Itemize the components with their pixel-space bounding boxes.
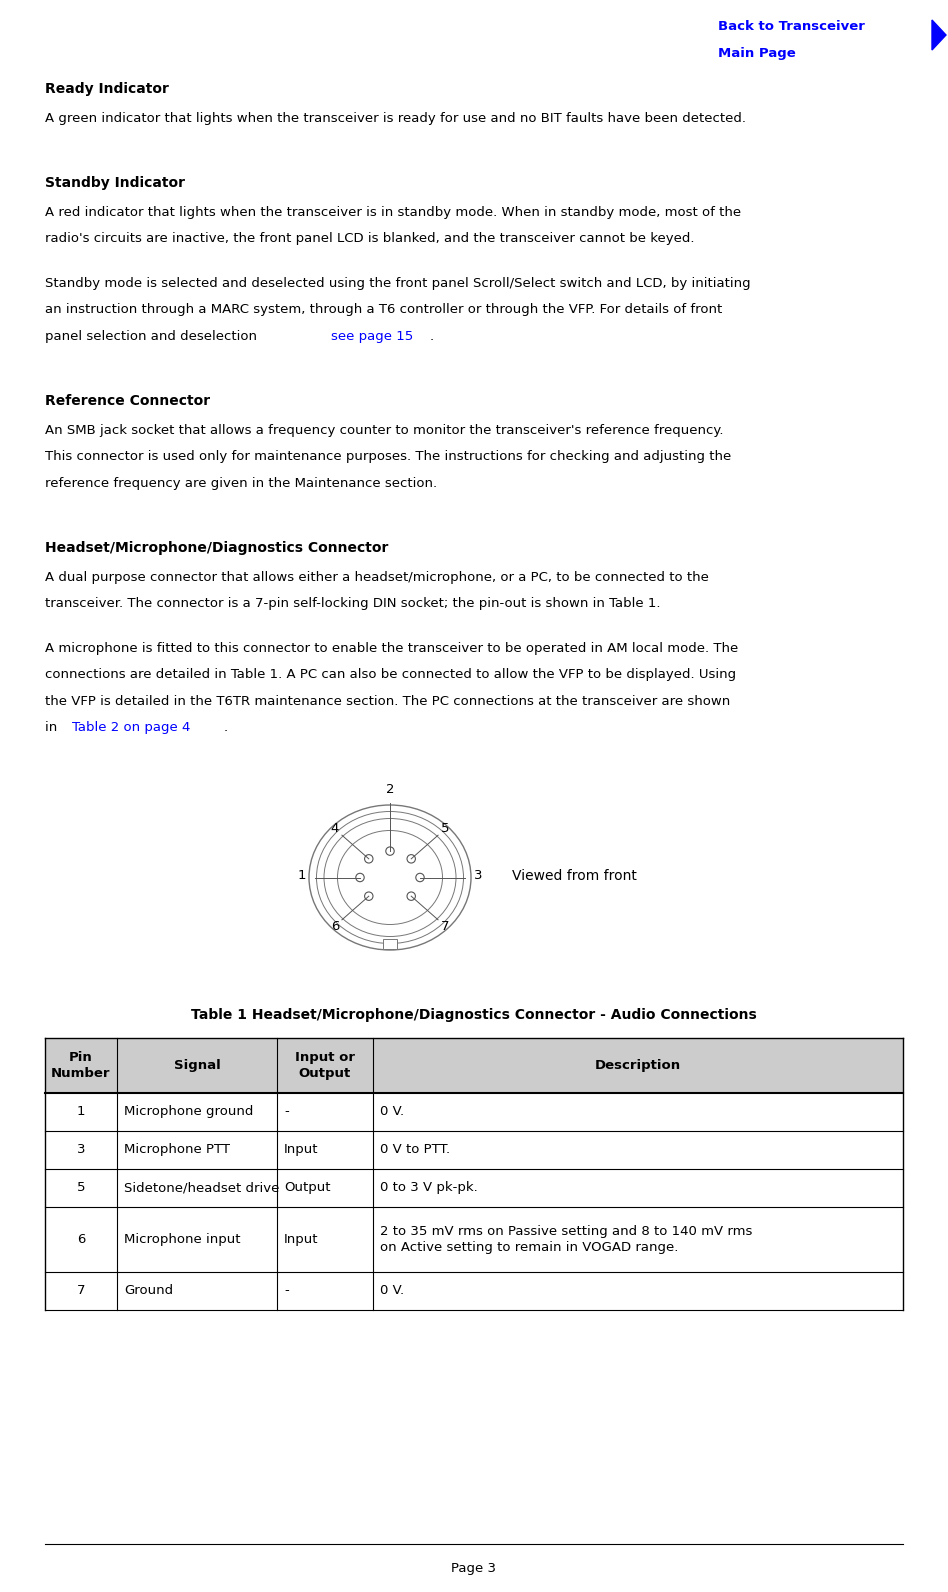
Text: panel selection and deselection: panel selection and deselection (45, 330, 262, 342)
Text: see page 15: see page 15 (332, 330, 413, 342)
Bar (45, 1130, 903, 1169)
Text: .: . (429, 330, 434, 342)
Text: 4: 4 (331, 823, 339, 836)
Text: Input: Input (284, 1232, 319, 1245)
Text: 2 to 35 mV rms on Passive setting and 8 to 140 mV rms
on Active setting to remai: 2 to 35 mV rms on Passive setting and 8 … (380, 1224, 753, 1253)
Text: 7: 7 (441, 920, 449, 933)
Bar (45, 1207, 903, 1272)
Text: Ready Indicator: Ready Indicator (45, 83, 169, 96)
Text: Pin
Number: Pin Number (51, 1051, 111, 1079)
Text: Microphone input: Microphone input (124, 1232, 241, 1245)
Text: Headset/Microphone/Diagnostics Connector: Headset/Microphone/Diagnostics Connector (45, 541, 389, 556)
Text: -: - (284, 1105, 289, 1118)
Text: 6: 6 (77, 1232, 85, 1245)
Bar (45, 1169, 903, 1207)
Bar (383, 939, 397, 949)
Text: in: in (45, 721, 62, 734)
Bar (45, 1092, 903, 1130)
Text: A red indicator that lights when the transceiver is in standby mode. When in sta: A red indicator that lights when the tra… (45, 205, 741, 218)
Text: Input: Input (284, 1143, 319, 1156)
Text: 0 V.: 0 V. (380, 1285, 404, 1297)
Text: -: - (284, 1285, 289, 1297)
Text: 0 V to PTT.: 0 V to PTT. (380, 1143, 450, 1156)
Text: radio's circuits are inactive, the front panel LCD is blanked, and the transceiv: radio's circuits are inactive, the front… (45, 232, 695, 245)
Text: 5: 5 (441, 823, 449, 836)
Text: 6: 6 (331, 920, 339, 933)
Text: Reference Connector: Reference Connector (45, 393, 210, 408)
Text: Microphone ground: Microphone ground (124, 1105, 253, 1118)
Text: 5: 5 (77, 1181, 85, 1194)
Text: Standby mode is selected and deselected using the front panel Scroll/Select swit: Standby mode is selected and deselected … (45, 277, 751, 290)
Text: .: . (224, 721, 228, 734)
Text: Page 3: Page 3 (451, 1562, 497, 1574)
Text: 0 to 3 V pk-pk.: 0 to 3 V pk-pk. (380, 1181, 478, 1194)
Text: an instruction through a MARC system, through a T6 controller or through the VFP: an instruction through a MARC system, th… (45, 302, 722, 315)
Text: transceiver. The connector is a 7-pin self-locking DIN socket; the pin-out is sh: transceiver. The connector is a 7-pin se… (45, 597, 661, 610)
Text: Table 2 on page 4: Table 2 on page 4 (72, 721, 191, 734)
Text: connections are detailed in Table 1. A PC can also be connected to allow the VFP: connections are detailed in Table 1. A P… (45, 669, 737, 681)
Text: the VFP is detailed in the T6TR maintenance section. The PC connections at the t: the VFP is detailed in the T6TR maintena… (45, 694, 730, 707)
Text: An SMB jack socket that allows a frequency counter to monitor the transceiver's : An SMB jack socket that allows a frequen… (45, 423, 723, 436)
Text: Table 1 Headset/Microphone/Diagnostics Connector - Audio Connections: Table 1 Headset/Microphone/Diagnostics C… (191, 1008, 757, 1022)
Bar (45, 1272, 903, 1310)
Text: Signal: Signal (173, 1059, 220, 1071)
Text: 1: 1 (298, 869, 306, 882)
Text: Viewed from front: Viewed from front (512, 869, 637, 882)
Text: This connector is used only for maintenance purposes. The instructions for check: This connector is used only for maintena… (45, 451, 731, 463)
Text: 3: 3 (474, 869, 483, 882)
Text: reference frequency are given in the Maintenance section.: reference frequency are given in the Mai… (45, 476, 437, 489)
Bar (45, 1038, 903, 1092)
Text: Back to Transceiver: Back to Transceiver (718, 21, 865, 33)
Text: Main Page: Main Page (718, 46, 795, 59)
Text: 0 V.: 0 V. (380, 1105, 404, 1118)
Text: A dual purpose connector that allows either a headset/microphone, or a PC, to be: A dual purpose connector that allows eit… (45, 570, 709, 584)
Text: A green indicator that lights when the transceiver is ready for use and no BIT f: A green indicator that lights when the t… (45, 111, 746, 124)
Text: 7: 7 (77, 1285, 85, 1297)
Text: Sidetone/headset drive: Sidetone/headset drive (124, 1181, 280, 1194)
Text: 2: 2 (386, 783, 394, 796)
Text: 1: 1 (77, 1105, 85, 1118)
Text: A microphone is fitted to this connector to enable the transceiver to be operate: A microphone is fitted to this connector… (45, 642, 738, 654)
Text: Description: Description (595, 1059, 681, 1071)
Text: Microphone PTT: Microphone PTT (124, 1143, 230, 1156)
Text: Input or
Output: Input or Output (295, 1051, 355, 1079)
Polygon shape (932, 21, 946, 49)
Text: Output: Output (284, 1181, 331, 1194)
Text: Ground: Ground (124, 1285, 173, 1297)
Text: Standby Indicator: Standby Indicator (45, 177, 185, 189)
Text: 3: 3 (77, 1143, 85, 1156)
